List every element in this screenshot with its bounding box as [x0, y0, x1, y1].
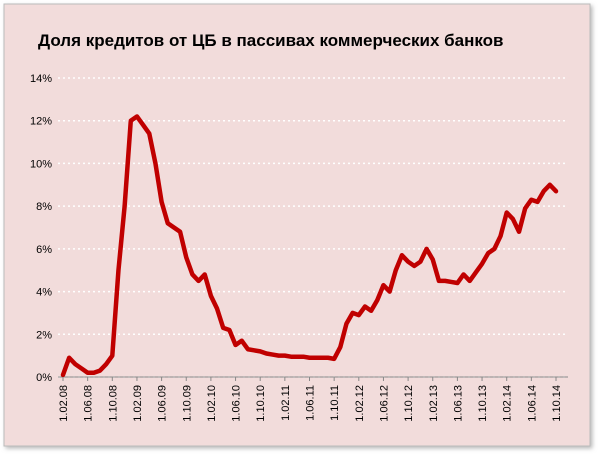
- y-tick-label: 6%: [36, 244, 52, 256]
- x-tick-label: 1.06.08: [83, 385, 95, 422]
- y-tick-label: 12%: [30, 116, 52, 128]
- x-tick-label: 1.06.13: [452, 385, 464, 422]
- x-tick-label: 1.02.09: [132, 385, 144, 422]
- x-tick-label: 1.02.08: [58, 385, 70, 422]
- y-tick-label: 4%: [36, 287, 52, 299]
- x-tick-label: 1.10.11: [329, 385, 341, 421]
- chart-background: [3, 3, 591, 447]
- y-tick-label: 0%: [36, 372, 52, 384]
- y-tick-label: 10%: [30, 158, 52, 170]
- x-tick-label: 1.10.12: [403, 385, 415, 422]
- x-tick-label: 1.10.10: [255, 385, 267, 422]
- y-tick-label: 14%: [30, 73, 52, 85]
- x-tick-label: 1.06.10: [231, 385, 243, 422]
- x-tick-label: 1.02.14: [502, 385, 514, 422]
- y-tick-label: 8%: [36, 201, 52, 213]
- x-tick-label: 1.06.14: [526, 385, 538, 422]
- x-tick-label: 1.02.10: [206, 385, 218, 422]
- x-tick-label: 1.06.11: [305, 385, 317, 421]
- y-tick-label: 2%: [36, 329, 52, 341]
- x-tick-label: 1.10.09: [181, 385, 193, 422]
- x-tick-label: 1.10.13: [477, 385, 489, 422]
- x-tick-label: 1.02.12: [354, 385, 366, 422]
- data-line: [60, 114, 559, 378]
- x-tick-label: 1.02.13: [428, 385, 440, 422]
- x-tick-label: 1.10.14: [551, 385, 563, 422]
- x-tick-label: 1.02.11: [280, 385, 292, 421]
- x-tick-label: 1.06.12: [378, 385, 390, 422]
- chart-title: Доля кредитов от ЦБ в пассивах коммерчес…: [38, 31, 504, 50]
- x-tick-label: 1.06.09: [157, 385, 169, 422]
- x-tick-label: 1.10.08: [107, 385, 119, 422]
